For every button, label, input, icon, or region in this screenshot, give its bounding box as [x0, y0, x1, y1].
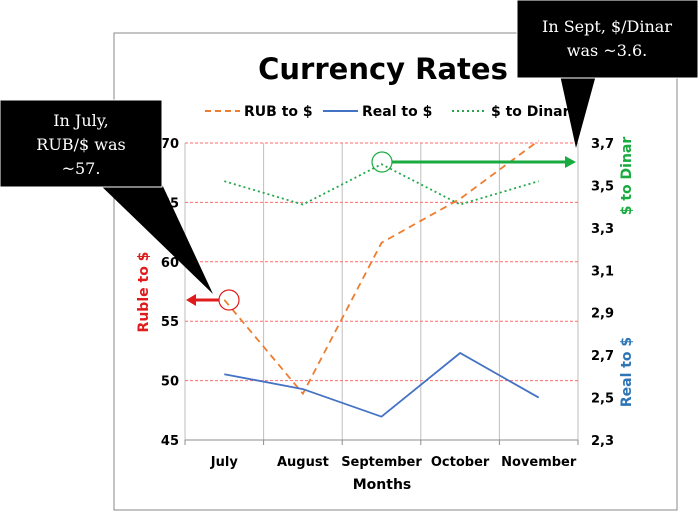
y-right-tick-label-0: 2,3 [591, 434, 614, 449]
legend-label-real: Real to $ [362, 104, 432, 120]
series-line-0 [223, 139, 540, 396]
y-left-tick-label-0: 45 [161, 434, 179, 449]
y-right-top-axis-title: $ to Dinar [619, 137, 635, 216]
series-line-2 [224, 163, 539, 206]
x-tick-label-0: July [210, 455, 239, 470]
tick-labels: July August September October November 45 50 55… [161, 137, 614, 470]
x-tick-label-3: October [431, 455, 490, 470]
y-right-tick-label-2: 2,7 [591, 349, 614, 364]
y-left-tick-label-3: 60 [161, 256, 179, 271]
y-right-tick-label-3: 2,9 [591, 307, 614, 322]
y-right-tick-label-1: 2,5 [591, 392, 614, 407]
legend-label-rub: RUB to $ [244, 104, 313, 120]
grid [184, 142, 579, 445]
y-right-tick-label-6: 3,5 [591, 179, 614, 194]
series-layer [223, 139, 540, 418]
x-tick-label-2: September [341, 455, 422, 470]
y-left-tick-label-2: 55 [161, 315, 179, 330]
callout-july-pointer [95, 180, 213, 294]
callout-july-line-2: RUB/$ was [36, 135, 125, 154]
x-tick-label-1: August [277, 455, 329, 470]
callout-sept: In Sept, $/Dinar was ~3.6. [516, 0, 699, 148]
callout-sept-line-2: was ~3.6. [567, 41, 647, 60]
callout-july-box [0, 99, 163, 188]
y-left-axis-title: Ruble to $ [136, 252, 152, 333]
callout-july-line-1: In July, [53, 111, 109, 130]
legend: RUB to $ Real to $ $ to Dinar [205, 104, 570, 120]
y-right-tick-label-4: 3,1 [591, 264, 614, 279]
y-left-tick-label-1: 50 [161, 375, 179, 390]
y-right-tick-label-7: 3,7 [591, 137, 614, 152]
callout-sept-pointer [560, 75, 596, 148]
x-axis-title: Months [353, 477, 412, 493]
legend-label-dinar: $ to Dinar [491, 104, 570, 120]
callout-sept-box [516, 0, 699, 79]
callout-july: In July, RUB/$ was ~57. [0, 99, 213, 294]
y-right-tick-label-5: 3,3 [591, 222, 614, 237]
chart-title: Currency Rates [258, 52, 508, 86]
july-rub-arrowhead [186, 294, 196, 306]
series-line-1 [224, 351, 540, 418]
y-right-bottom-axis-title: Real to $ [619, 337, 635, 407]
callout-july-line-3: ~57. [62, 159, 101, 178]
sept-dinar-arrowhead [565, 156, 576, 168]
callout-sept-line-1: In Sept, $/Dinar [542, 17, 672, 36]
x-tick-label-4: November [501, 455, 577, 470]
y-left-tick-label-5: 70 [161, 137, 179, 152]
